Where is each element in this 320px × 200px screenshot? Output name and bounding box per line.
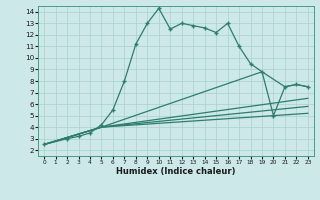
X-axis label: Humidex (Indice chaleur): Humidex (Indice chaleur) <box>116 167 236 176</box>
